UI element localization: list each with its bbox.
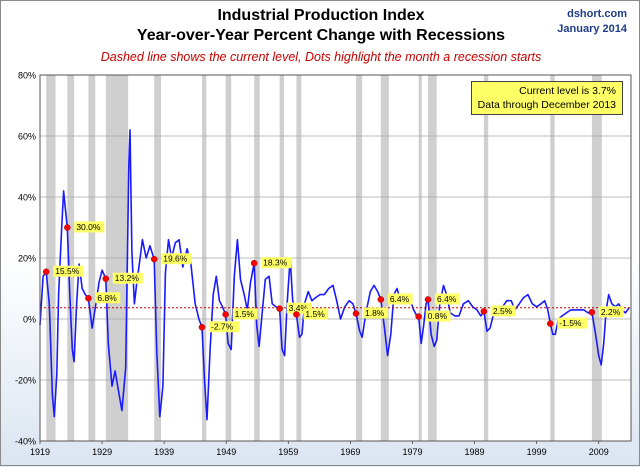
recession-label-bg [362,307,388,319]
recession-label-bg [490,305,516,317]
plot-border [39,74,632,442]
recession-label: 13.2% [115,273,140,283]
recession-start-dot [547,320,554,327]
recession-start-dot [250,259,258,267]
x-tick-label: 1919 [30,447,50,457]
recession-label-bg [387,293,413,305]
chart-note: Dashed line shows the current level, Dot… [100,50,542,64]
recession-start-dot [424,296,432,303]
y-tick-label: 20% [18,254,36,264]
x-tick-label: 1929 [92,447,112,457]
recession-label: 15.5% [55,266,80,276]
recession-start-dot [293,311,300,318]
recession-label-bg [74,221,105,233]
recession-label: 0.8% [428,311,448,321]
recession-label-bg [425,310,451,322]
y-tick-label: 0% [23,315,36,325]
recession-start-dot [42,268,50,275]
recession-label-bg [161,253,192,265]
recession-start-dot [276,305,283,312]
x-tick-label: 1959 [278,447,298,457]
ip-yoy-series-line [39,129,630,421]
recession-start-dot [588,309,596,316]
recession-label: 1.5% [305,309,325,319]
recession-start-dot [480,308,488,315]
recession-start-dot [102,275,110,282]
chart-subtitle: Year-over-Year Percent Change with Reces… [136,27,506,44]
recession-label: 30.0% [76,222,101,232]
x-tick-label: 1949 [216,447,236,457]
x-tick-label: 1999 [527,447,547,457]
recession-start-dot [64,224,71,231]
recession-label-bg [434,293,460,305]
recession-label: 6.8% [97,293,117,303]
x-tick-label: 1969 [340,447,360,457]
site-credit: dshort.com [567,8,627,20]
recession-label: -1.5% [559,318,582,328]
recession-start-dot [415,313,422,320]
recession-label-bg [261,257,292,269]
y-tick-label: 40% [18,193,36,203]
y-tick-label: -40% [15,437,36,447]
y-tick-label: 60% [18,132,36,142]
recession-label: 1.8% [365,308,385,318]
recession-label: 2.2% [601,307,621,317]
x-tick-label: 2009 [589,447,609,457]
current-level-annotation: Current level is 3.7% Data through Decem… [470,81,623,115]
recession-label-bg [209,321,240,333]
x-tick-label: 1979 [402,447,422,457]
recession-label-bg [232,308,258,320]
recession-start-dot [150,255,158,263]
recession-start-dot [85,295,92,302]
current-level-text: Current level is 3.7% [519,85,616,97]
recession-label: 2.5% [493,306,513,316]
recession-label: 3.4% [289,303,309,313]
recession-label: 6.4% [437,294,457,304]
recession-label: 19.6% [163,254,188,264]
data-through-text: Data through December 2013 [477,99,616,111]
recession-label: 1.5% [235,309,255,319]
recession-label: 18.3% [263,258,288,268]
recession-label: 6.4% [390,294,410,304]
recession-label-bg [53,265,84,277]
y-tick-label: 80% [18,71,36,81]
chart-title: Industrial Production Index [217,7,425,24]
publish-date: January 2014 [557,23,627,35]
recession-start-dot [198,323,206,331]
recession-label-bg [598,306,624,318]
recession-label-bg [557,317,588,329]
y-tick-label: -20% [15,376,36,386]
recession-label-bg [286,302,312,314]
recession-start-dot [352,310,360,317]
recession-label-bg [112,272,143,284]
recession-label-bg [95,292,121,304]
recession-start-dot [377,296,385,303]
x-tick-label: 1939 [154,447,174,457]
recession-label: -2.7% [211,322,234,332]
recession-start-dot [222,311,229,318]
x-tick-label: 1989 [465,447,485,457]
recession-label-bg [303,308,329,320]
